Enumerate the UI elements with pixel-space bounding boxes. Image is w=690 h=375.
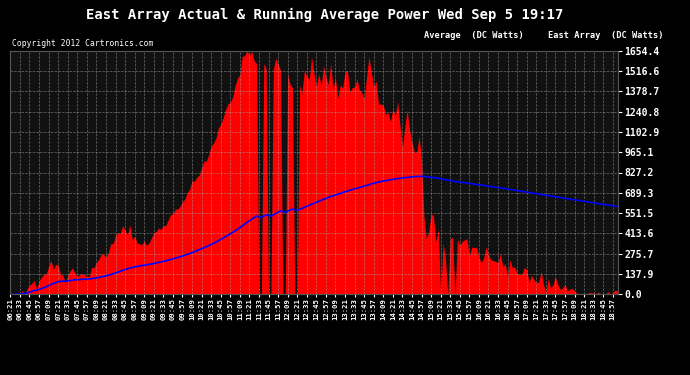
Text: Average  (DC Watts): Average (DC Watts): [424, 31, 524, 40]
Text: Copyright 2012 Cartronics.com: Copyright 2012 Cartronics.com: [12, 39, 154, 48]
Text: East Array  (DC Watts): East Array (DC Watts): [548, 31, 663, 40]
Text: East Array Actual & Running Average Power Wed Sep 5 19:17: East Array Actual & Running Average Powe…: [86, 8, 563, 22]
